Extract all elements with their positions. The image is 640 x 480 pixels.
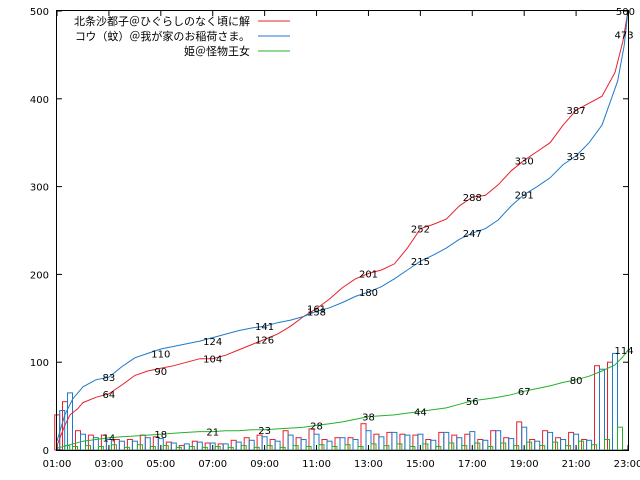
- data-label: 387: [567, 106, 586, 117]
- bar: [118, 440, 125, 451]
- bar: [495, 430, 502, 451]
- legend-label: コウ（蚊）＠我が家のお稲荷さま。: [75, 29, 250, 43]
- bar: [560, 439, 567, 451]
- bar: [235, 441, 242, 451]
- data-label: 38: [362, 413, 375, 424]
- y-tick-label: 200: [30, 270, 49, 281]
- bar: [547, 431, 554, 451]
- x-tick-label: 13:00: [354, 459, 383, 470]
- bar: [612, 352, 618, 451]
- y-tick-label: 500: [30, 7, 49, 18]
- plot-frame: [56, 10, 629, 451]
- bar: [123, 446, 130, 451]
- data-label: 28: [310, 421, 323, 432]
- bar: [352, 439, 359, 451]
- data-label: 44: [414, 407, 427, 418]
- data-label: 291: [515, 191, 534, 202]
- x-tick-label: 23:00: [614, 459, 640, 470]
- data-label: 158: [307, 307, 326, 318]
- series-line: [56, 10, 629, 446]
- data-label: 110: [151, 349, 170, 360]
- data-label: 500: [616, 7, 635, 18]
- data-label: 124: [203, 337, 222, 348]
- bar: [144, 437, 151, 451]
- bar: [196, 441, 203, 451]
- data-label: 67: [518, 387, 531, 398]
- x-tick-label: 21:00: [562, 459, 591, 470]
- data-label: 80: [570, 376, 583, 387]
- data-label: 14: [103, 434, 116, 445]
- bar: [183, 443, 190, 451]
- data-label: 90: [154, 367, 167, 378]
- bar: [430, 439, 437, 451]
- series-line: [56, 349, 629, 449]
- lines-layer: [56, 10, 629, 449]
- data-label: 18: [154, 430, 167, 441]
- data-label: 56: [466, 397, 479, 408]
- bar: [222, 443, 229, 451]
- x-tick-label: 01:00: [43, 459, 72, 470]
- data-label: 201: [359, 270, 378, 281]
- x-tick-label: 19:00: [510, 459, 539, 470]
- bar: [170, 442, 177, 451]
- bar: [131, 440, 138, 451]
- bar: [300, 439, 307, 451]
- bar: [378, 436, 385, 451]
- legend-label: 北条沙都子＠ひぐらしのなく頃に解: [74, 14, 250, 28]
- data-label: 64: [103, 390, 116, 401]
- data-labels: 64 90 104 126 161 201 252 288 330 387 500 83 110 124 1…: [103, 7, 635, 445]
- data-label: 247: [463, 229, 482, 240]
- bar: [248, 439, 255, 451]
- bar: [534, 440, 541, 451]
- data-label: 114: [615, 346, 634, 357]
- legend-label: 姫＠怪物王女: [184, 44, 250, 58]
- series-line: [56, 10, 629, 442]
- data-label: 215: [411, 257, 430, 268]
- x-tick-label: 15:00: [406, 459, 435, 470]
- y-tick-label: 100: [30, 358, 49, 369]
- bar: [443, 431, 450, 451]
- x-axis: 01:00 03:00 05:00 07:00 09:00 11:00 13:00 15:00…: [43, 11, 640, 470]
- x-tick-label: 03:00: [94, 459, 123, 470]
- x-tick-label: 07:00: [198, 459, 227, 470]
- data-label: 473: [615, 31, 634, 42]
- bar: [287, 434, 294, 451]
- bar: [339, 437, 346, 451]
- bar: [391, 431, 398, 451]
- y-axis: 0 100 200 300 400 500: [30, 7, 628, 457]
- data-label: 23: [258, 426, 271, 437]
- data-label: 252: [411, 225, 430, 236]
- bar: [599, 368, 605, 451]
- data-label: 141: [255, 322, 274, 333]
- data-label: 161: [307, 305, 326, 316]
- y-tick-label: 300: [30, 183, 49, 194]
- data-label: 288: [463, 193, 482, 204]
- bar: [404, 434, 411, 451]
- data-label: 126: [255, 335, 274, 346]
- bar: [594, 365, 600, 451]
- bar: [456, 437, 463, 451]
- x-tick-label: 05:00: [146, 459, 175, 470]
- bar: [508, 438, 515, 451]
- y-tick-label: 400: [30, 95, 49, 106]
- bar: [274, 440, 281, 451]
- bar: [617, 426, 623, 451]
- data-label: 104: [203, 355, 222, 366]
- y-tick-label: 0: [43, 446, 49, 457]
- bar: [326, 440, 333, 451]
- data-label: 83: [103, 373, 116, 384]
- bar: [607, 361, 613, 451]
- data-label: 180: [359, 288, 378, 299]
- data-label: 335: [567, 152, 586, 163]
- bar: [482, 439, 489, 451]
- data-label: 21: [206, 428, 219, 439]
- x-tick-label: 17:00: [458, 459, 487, 470]
- data-label: 330: [515, 156, 534, 167]
- x-tick-label: 09:00: [250, 459, 279, 470]
- bar: [586, 439, 593, 451]
- x-tick-label: 11:00: [302, 459, 331, 470]
